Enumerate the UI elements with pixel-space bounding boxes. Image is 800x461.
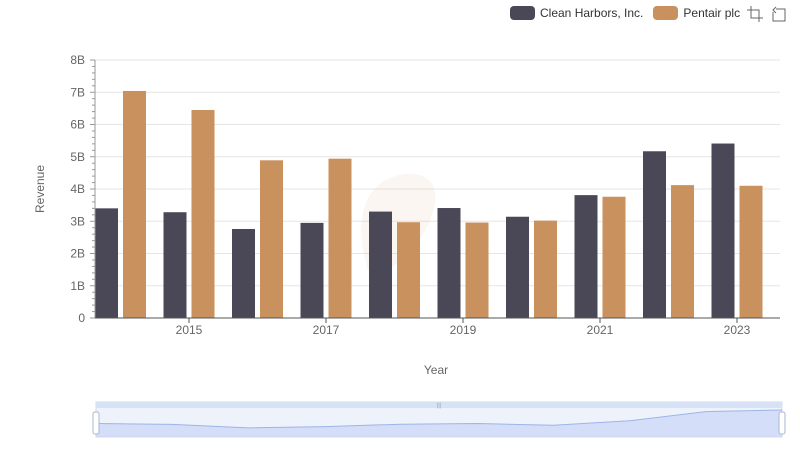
legend-label: Pentair plc: [683, 6, 741, 20]
y-tick-label: 2B: [70, 247, 85, 261]
y-tick-label: 7B: [70, 85, 85, 99]
bar-pentair-2014: [123, 90, 146, 319]
slider-line: [95, 409, 783, 429]
y-tick-label: 6B: [70, 118, 85, 132]
bar-clean-harbors-2020: [506, 216, 529, 318]
bar-clean-harbors-2016: [232, 228, 255, 318]
restore-icon[interactable]: [770, 6, 786, 22]
bar-clean-harbors-2018: [369, 211, 392, 318]
bar-pentair-2023: [739, 185, 763, 318]
y-axis: 0 1B 2B 3B 4B 5B 6B 7B 8B: [70, 53, 96, 325]
bar-clean-harbors-2017: [300, 222, 324, 318]
bars-layer: [95, 90, 763, 319]
bar-pentair-2021: [602, 196, 626, 318]
legend-swatch: [510, 6, 535, 20]
x-axis: 2015 2017 2019 2021 2023: [95, 317, 780, 337]
bar-clean-harbors-2023: [711, 143, 735, 318]
x-tick-label: 2023: [724, 323, 751, 337]
y-tick-label: 1B: [70, 279, 85, 293]
bar-pentair-2020: [534, 220, 557, 318]
x-axis-label: Year: [424, 363, 448, 377]
toolbox: [747, 6, 786, 22]
zoom-icon[interactable]: [747, 6, 763, 22]
slider-area: [96, 409, 782, 437]
slider-handle-start[interactable]: [92, 411, 100, 435]
bar-pentair-2016: [260, 160, 283, 318]
y-axis-label: Revenue: [33, 165, 47, 213]
legend-label: Clean Harbors, Inc.: [540, 6, 644, 20]
bar-clean-harbors-2015: [163, 212, 187, 318]
y-tick-label: 0: [78, 311, 85, 325]
x-tick-label: 2015: [176, 323, 203, 337]
x-tick-label: 2019: [450, 323, 477, 337]
bar-pentair-2018: [397, 222, 420, 318]
bar-pentair-2022: [671, 185, 694, 318]
legend-swatch: [653, 6, 679, 20]
x-tick-label: 2017: [313, 323, 340, 337]
legend-item-pentair[interactable]: Pentair plc: [653, 6, 740, 20]
legend: Clean Harbors, Inc. Pentair plc: [510, 3, 750, 23]
slider-handle-end[interactable]: [778, 411, 786, 435]
bar-clean-harbors-2021: [574, 195, 598, 318]
bar-clean-harbors-2019: [437, 208, 461, 318]
x-tick-label: 2021: [587, 323, 614, 337]
y-tick-label: 3B: [70, 214, 85, 228]
slider-grip: |||: [437, 403, 442, 409]
slider-move-bar: [96, 402, 782, 408]
bar-pentair-2019: [465, 222, 489, 318]
bar-clean-harbors-2014: [95, 208, 118, 318]
y-tick-label: 8B: [70, 53, 85, 67]
y-tick-label: 5B: [70, 150, 85, 164]
bar-pentair-2017: [328, 158, 352, 318]
y-tick-label: 4B: [70, 182, 85, 196]
bar-pentair-2015: [191, 109, 215, 318]
zoom-slider[interactable]: |||: [92, 401, 786, 438]
legend-item-clean-harbors[interactable]: Clean Harbors, Inc.: [510, 6, 643, 20]
bar-clean-harbors-2022: [643, 151, 666, 318]
